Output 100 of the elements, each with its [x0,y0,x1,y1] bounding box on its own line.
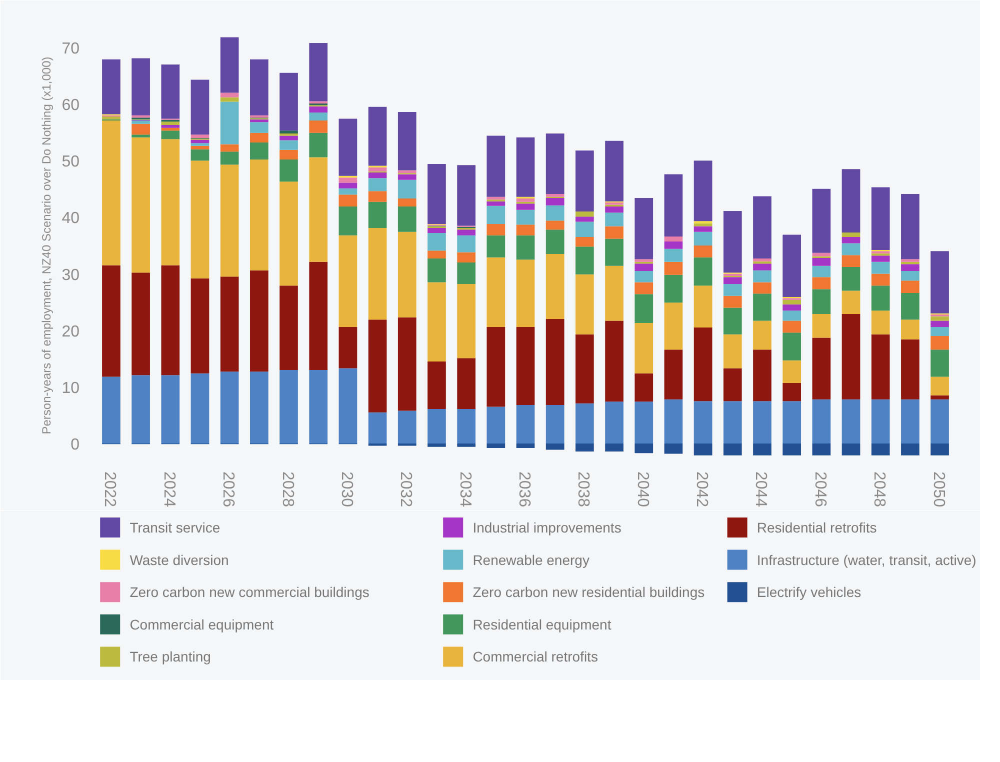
bar [457,284,476,358]
bar [428,258,446,282]
bar [723,368,742,402]
bar [694,401,712,444]
bar [457,262,476,284]
bar [753,350,772,402]
bar [605,238,624,266]
bar [428,361,446,410]
bar [634,198,654,260]
bar [842,255,860,267]
bar [576,274,594,334]
bar [398,180,416,199]
bar [309,42,328,102]
bar [190,146,210,150]
bar [753,282,772,294]
x-tick-label: 2032 [397,472,414,508]
bar [930,336,949,350]
bar [368,167,387,172]
bar [546,220,564,230]
bar [634,282,654,294]
bar [782,444,801,456]
bar [132,272,150,376]
bar [901,399,920,444]
bar [694,232,712,246]
bar [132,137,150,273]
bar [930,320,949,327]
legend-label: Transit service [130,520,220,536]
bar [250,160,268,270]
bar [694,328,712,402]
bar [280,72,298,131]
bar [486,444,506,448]
x-tick-label: 2044 [752,472,770,508]
bar [428,282,446,362]
bar [457,409,476,444]
bar [161,265,180,376]
bar [102,265,120,377]
y-tick-label: 30 [62,266,80,284]
bar [605,266,624,321]
bar [428,409,446,444]
bar [368,106,387,166]
bar [871,274,890,286]
bar [576,150,594,212]
x-tick-label: 2022 [101,472,118,508]
bar [398,198,416,206]
y-tick-label: 60 [62,97,80,114]
bar [576,403,594,444]
y-tick-label: 10 [62,380,80,397]
bar [338,182,358,188]
y-tick-label: 0 [70,436,80,454]
bar [753,264,772,270]
bar [398,317,416,411]
legend-label: Zero carbon new residential buildings [472,584,705,600]
bar [812,399,831,444]
legend-label: Residential equipment [472,616,612,632]
bar [220,152,239,165]
bar [309,370,328,444]
bar [842,243,860,256]
x-tick-label: 2026 [220,472,237,508]
bar [457,252,476,262]
bar [132,134,150,138]
bar [457,230,476,236]
bar [901,280,920,294]
bar [486,235,506,258]
bar [930,444,949,456]
bar [280,140,298,150]
bar [871,256,890,262]
bar [930,395,949,400]
bar [723,284,742,296]
bar [220,102,239,144]
bar [634,264,654,271]
bar [486,406,506,444]
bar [842,314,860,400]
bar [190,134,210,138]
bar [723,334,742,368]
bar [546,405,564,444]
bar [694,223,712,226]
bar [516,137,535,197]
legend-label: Commercial equipment [130,616,274,632]
bar [338,368,358,444]
bar [338,206,358,236]
bar [338,235,358,327]
bar [782,401,801,444]
bar [753,401,772,444]
bar [280,136,298,140]
bar [753,258,772,262]
bar [546,254,564,320]
bar [516,326,535,406]
bar [546,198,564,206]
bar [871,310,890,334]
bar [842,237,860,244]
bar [190,373,210,444]
bar [605,444,624,452]
bar [280,182,298,286]
bar [694,226,712,232]
bar [812,266,831,278]
bar [812,188,831,253]
bar [812,444,831,456]
legend-label: Electrify vehicles [756,584,862,600]
bar [516,405,535,444]
legend-label: Renewable energy [472,552,590,568]
